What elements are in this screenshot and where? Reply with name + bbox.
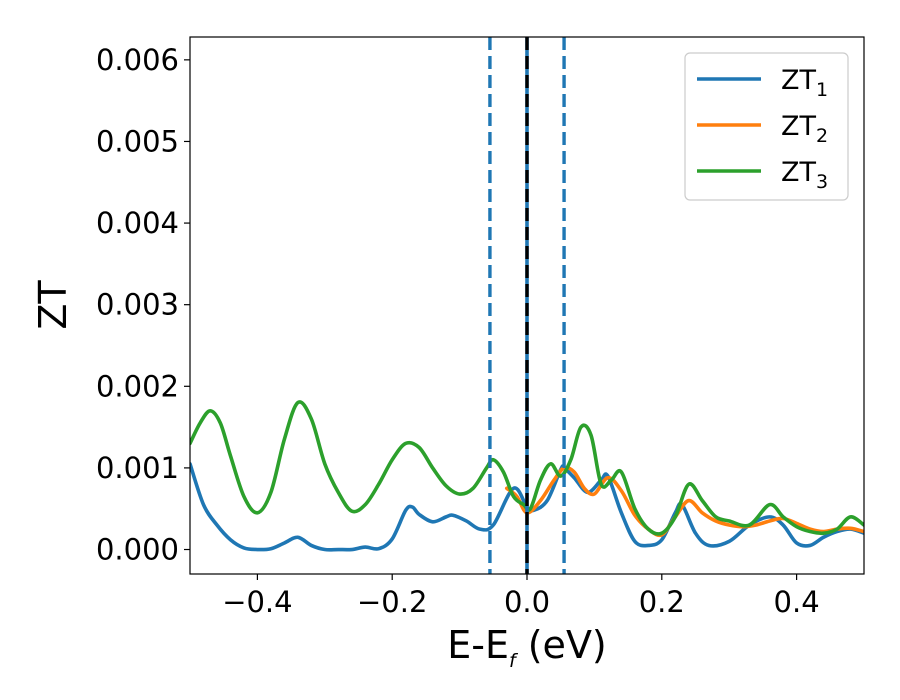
x-axis-title-main: E-E xyxy=(447,623,509,667)
x-tick-label: 0.4 xyxy=(774,585,820,619)
y-tick-label: 0.006 xyxy=(96,43,179,77)
y-tick-label: 0.000 xyxy=(96,533,179,567)
series-line-3 xyxy=(190,400,864,536)
legend-label-1: ZT1 xyxy=(781,65,828,101)
y-tick-label: 0.004 xyxy=(96,206,179,240)
legend-label-sub: 1 xyxy=(816,79,828,101)
y-tick-label: 0.003 xyxy=(96,288,179,322)
x-tick-label: 0.2 xyxy=(639,585,685,619)
y-axis-title: ZT xyxy=(31,280,75,330)
legend-label-3: ZT3 xyxy=(781,157,828,193)
x-axis-title: E-Ef (eV) xyxy=(447,623,607,672)
x-tick-label: −0.2 xyxy=(357,585,427,619)
legend-label-2: ZT2 xyxy=(781,111,828,147)
y-tick-label: 0.001 xyxy=(96,451,179,485)
legend-box xyxy=(684,52,849,201)
legend-label-main: ZT xyxy=(781,65,816,96)
y-axis-ticks: 0.000 0.001 0.002 0.003 0.004 0.005 0.006 xyxy=(96,43,190,567)
legend-label-sub: 2 xyxy=(816,125,828,147)
vertical-reference-lines xyxy=(488,37,566,574)
x-tick-label: 0.0 xyxy=(504,585,550,619)
x-axis-title-sub: f xyxy=(509,650,519,672)
x-axis-title-unit: (eV) xyxy=(516,623,607,667)
legend-label-main: ZT xyxy=(781,111,816,142)
y-tick-label: 0.005 xyxy=(96,124,179,158)
x-axis-ticks: −0.4 −0.2 0.0 0.2 0.4 xyxy=(222,574,820,619)
legend-label-sub: 3 xyxy=(816,171,828,193)
legend-label-main: ZT xyxy=(781,157,816,188)
x-tick-label: −0.4 xyxy=(222,585,292,619)
y-tick-label: 0.002 xyxy=(96,369,179,403)
